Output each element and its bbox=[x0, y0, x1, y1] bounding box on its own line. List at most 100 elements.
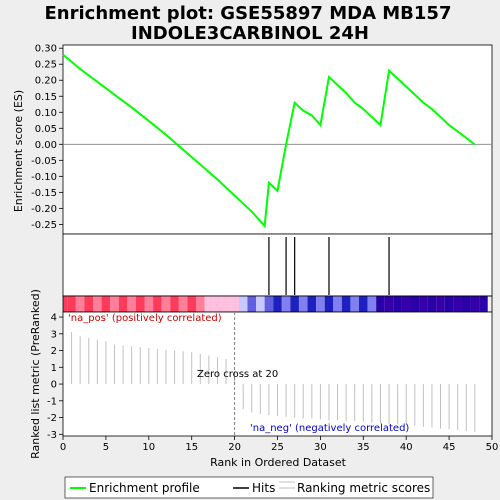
x-tick-label: 50 bbox=[486, 442, 499, 453]
x-axis-label: Rank in Ordered Dataset bbox=[210, 456, 347, 469]
band-cell bbox=[67, 296, 76, 312]
metric-y-label: Ranked list metric (PreRanked) bbox=[29, 289, 42, 459]
band-cell bbox=[247, 296, 257, 312]
band-cell bbox=[298, 296, 308, 312]
metric-y-axis: 4 3 2 1 0 -1 -2 -3 bbox=[47, 313, 63, 441]
metric-y-tick-label: 4 bbox=[51, 313, 57, 324]
x-tick-label: 15 bbox=[185, 442, 198, 453]
x-tick-label: 35 bbox=[357, 442, 370, 453]
legend-item-hits: Hits bbox=[252, 481, 275, 495]
es-y-tick-label: -0.20 bbox=[31, 204, 57, 215]
legend-item-enrichment: Enrichment profile bbox=[89, 481, 200, 495]
band-cell bbox=[213, 296, 222, 312]
chart-title-line2: INDOLE3CARBINOL 24H bbox=[131, 23, 369, 44]
legend: Enrichment profile Hits Ranking metric s… bbox=[64, 476, 434, 499]
x-tick-label: 5 bbox=[103, 442, 109, 453]
es-y-tick-label: -0.10 bbox=[31, 172, 57, 183]
band-cell bbox=[264, 296, 274, 312]
rank-color-band bbox=[63, 296, 488, 312]
band-cell bbox=[384, 296, 394, 312]
es-panel bbox=[62, 44, 493, 235]
metric-y-tick-label: -3 bbox=[47, 430, 57, 441]
band-cell bbox=[290, 296, 299, 312]
band-cell bbox=[479, 296, 488, 312]
band-cell bbox=[238, 296, 248, 312]
band-cell bbox=[256, 296, 265, 312]
band-cell bbox=[393, 296, 402, 312]
es-y-tick-label: -0.25 bbox=[31, 220, 57, 231]
x-tick-label: 0 bbox=[60, 442, 66, 453]
band-cell bbox=[316, 296, 325, 312]
band-cell bbox=[376, 296, 385, 312]
band-cell bbox=[281, 296, 291, 312]
band-cell bbox=[410, 296, 420, 312]
x-tick-label: 30 bbox=[314, 442, 327, 453]
band-cell bbox=[453, 296, 462, 312]
band-cell bbox=[178, 296, 188, 312]
zero-cross-annotation: Zero cross at 20 bbox=[197, 369, 278, 380]
band-cell bbox=[135, 296, 145, 312]
es-y-tick-label: 0.10 bbox=[35, 108, 57, 119]
band-cell bbox=[118, 296, 128, 312]
hit-marks bbox=[268, 237, 390, 295]
pos-annotation: 'na_pos' (positively correlated) bbox=[68, 313, 222, 324]
x-tick-label: 25 bbox=[271, 442, 284, 453]
x-tick-label: 20 bbox=[228, 442, 241, 453]
legend-item-metric: Ranking metric scores bbox=[297, 481, 430, 495]
band-cell bbox=[436, 296, 445, 312]
neg-annotation: 'na_neg' (negatively correlated) bbox=[250, 423, 409, 434]
band-cell bbox=[127, 296, 136, 312]
x-axis: 0 5 10 15 20 25 30 35 40 45 50 bbox=[60, 436, 499, 453]
metric-y-tick-label: 0 bbox=[51, 380, 57, 391]
band-cell bbox=[93, 296, 102, 312]
band-cell bbox=[75, 296, 85, 312]
band-cell bbox=[170, 296, 179, 312]
band-cell bbox=[419, 296, 428, 312]
band-cell bbox=[63, 296, 68, 312]
metric-bars bbox=[71, 332, 476, 432]
band-cell bbox=[307, 296, 317, 312]
band-cell bbox=[350, 296, 360, 312]
es-y-axis: 0.30 0.25 0.20 0.15 0.10 0.05 0.00 -0.05 -0.10 -0… bbox=[31, 44, 63, 231]
band-cell bbox=[341, 296, 351, 312]
band-cell bbox=[230, 296, 239, 312]
es-y-tick-label: -0.15 bbox=[31, 188, 57, 199]
chart-title-line1: Enrichment plot: GSE55897 MDA MB157 bbox=[45, 3, 452, 24]
band-cell bbox=[187, 296, 196, 312]
band-cell bbox=[401, 296, 411, 312]
es-y-tick-label: 0.15 bbox=[35, 92, 57, 103]
band-cell bbox=[144, 296, 154, 312]
x-tick-label: 45 bbox=[443, 442, 456, 453]
band-cell bbox=[273, 296, 282, 312]
band-cell bbox=[195, 296, 205, 312]
metric-y-tick-label: -2 bbox=[47, 413, 57, 424]
es-y-tick-label: 0.00 bbox=[35, 140, 57, 151]
es-y-tick-label: 0.30 bbox=[35, 44, 57, 55]
metric-y-tick-label: 1 bbox=[51, 363, 57, 374]
x-tick-label: 10 bbox=[142, 442, 155, 453]
band-cell bbox=[461, 296, 471, 312]
metric-y-tick-label: 2 bbox=[51, 346, 57, 357]
band-cell bbox=[204, 296, 214, 312]
metric-y-tick-label: -1 bbox=[47, 396, 57, 407]
band-cell bbox=[359, 296, 368, 312]
band-cell bbox=[367, 296, 377, 312]
enrichment-curve bbox=[62, 53, 476, 229]
band-cell bbox=[221, 296, 231, 312]
es-y-tick-label: 0.25 bbox=[35, 60, 57, 71]
es-y-tick-label: 0.20 bbox=[35, 76, 57, 87]
band-cell bbox=[161, 296, 171, 312]
band-cell bbox=[84, 296, 94, 312]
x-tick-label: 40 bbox=[400, 442, 413, 453]
es-y-tick-label: 0.05 bbox=[35, 124, 57, 135]
band-cell bbox=[427, 296, 437, 312]
band-cell bbox=[444, 296, 454, 312]
band-cell bbox=[324, 296, 334, 312]
es-y-label: Enrichment score (ES) bbox=[12, 90, 25, 212]
band-cell bbox=[101, 296, 111, 312]
band-cell bbox=[470, 296, 480, 312]
hits-panel bbox=[62, 233, 493, 297]
es-y-tick-label: -0.05 bbox=[31, 156, 57, 167]
band-cell bbox=[333, 296, 342, 312]
